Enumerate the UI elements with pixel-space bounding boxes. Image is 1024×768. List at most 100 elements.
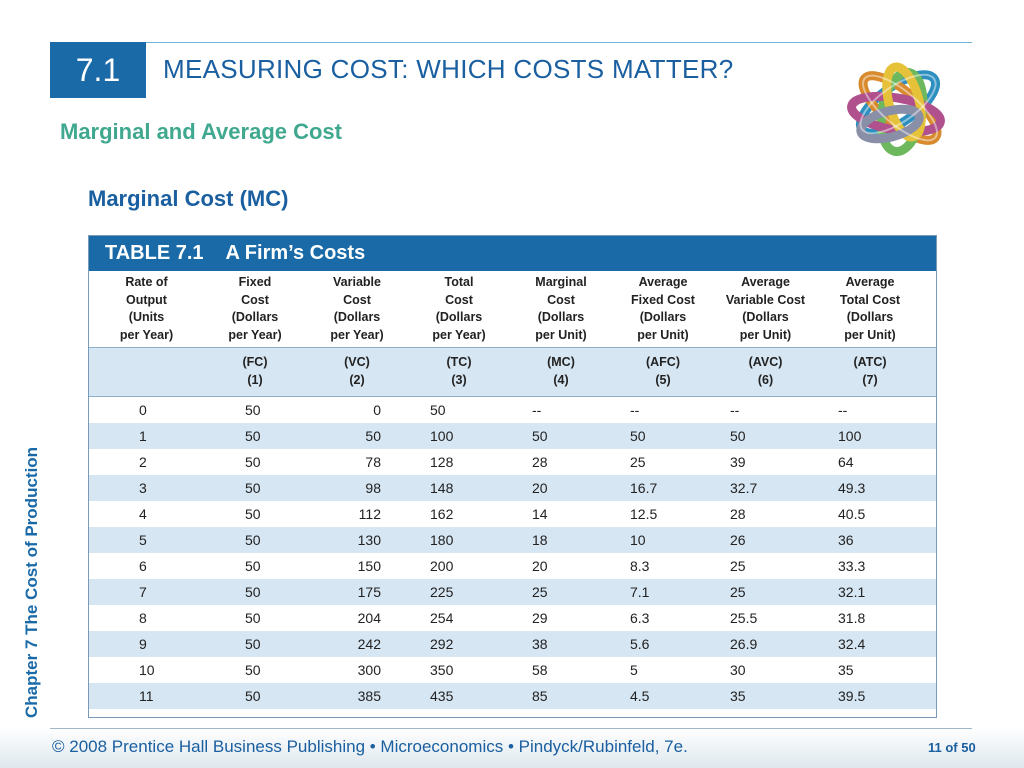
table-cell: 50 <box>245 480 261 496</box>
column-symbol: (FC) (1) <box>242 355 268 387</box>
table-cell: 50 <box>245 402 261 418</box>
table-cell: 50 <box>245 688 261 704</box>
table-row: 3 50 98 148 20 16.7 32.7 49.3 <box>89 475 936 501</box>
table-cell: 50 <box>365 428 381 444</box>
table-cell: 31.8 <box>838 610 866 626</box>
table-cell: 8.3 <box>630 558 650 574</box>
slide-title: MEASURING COST: WHICH COSTS MATTER? <box>163 54 734 84</box>
footer-divider-line <box>50 728 972 729</box>
table-cell: 50 <box>245 506 261 522</box>
column-symbol: (ATC) (7) <box>853 355 887 387</box>
table-cell: 435 <box>430 688 454 704</box>
table-cell: 4.5 <box>630 688 650 704</box>
table-cell: 35 <box>838 662 854 678</box>
table-cell: 49.3 <box>838 480 866 496</box>
firm-costs-table: TABLE 7.1 A Firm’s Costs Rate of Output … <box>88 235 937 718</box>
table-cell: 128 <box>430 454 454 470</box>
table-header-row: Rate of Output (Units per Year) Fixed Co… <box>89 271 936 348</box>
table-cell: -- <box>730 402 740 418</box>
table-cell: 28 <box>532 454 548 470</box>
table-cell: 64 <box>838 454 854 470</box>
column-header: Variable Cost (Dollars per Year) <box>330 275 384 342</box>
column-symbol: (TC) (3) <box>446 355 472 387</box>
column-symbol: (MC) (4) <box>547 355 575 387</box>
table-cell: 3 <box>139 480 147 496</box>
table-cell: 150 <box>357 558 381 574</box>
table-cell: 50 <box>245 610 261 626</box>
column-symbol: (VC) (2) <box>344 355 370 387</box>
table-cell: 162 <box>430 506 454 522</box>
table-cell: 148 <box>430 480 454 496</box>
footer-bar <box>0 727 1024 768</box>
table-cell: 100 <box>838 428 862 444</box>
table-body: 0 50 0 50 -- -- -- -- 1 50 50 100 50 50 50 100 2 50 78 128 2… <box>89 397 936 709</box>
table-cell: 5 <box>630 662 638 678</box>
table-cell: 26 <box>730 532 746 548</box>
table-cell: 50 <box>245 532 261 548</box>
column-symbol: (AVC) (6) <box>748 355 783 387</box>
column-header: Average Variable Cost (Dollars per Unit) <box>725 275 806 342</box>
table-cell: 200 <box>430 558 454 574</box>
table-caption-text: A Firm’s Costs <box>225 242 366 264</box>
table-cell: 12.5 <box>630 506 658 522</box>
table-cell: 36 <box>838 532 854 548</box>
column-header: Average Total Cost (Dollars per Unit) <box>839 275 901 342</box>
table-row: 0 50 0 50 -- -- -- -- <box>89 397 936 423</box>
table-cell: 350 <box>430 662 454 678</box>
table-cell: 242 <box>357 636 381 652</box>
table-cell: 50 <box>245 584 261 600</box>
table-cell: 32.4 <box>838 636 866 652</box>
table-cell: 175 <box>357 584 381 600</box>
table-row: 7 50 175 225 25 7.1 25 32.1 <box>89 579 936 605</box>
table-cell: 25 <box>630 454 646 470</box>
table-cell: 0 <box>139 402 147 418</box>
table-cell: 50 <box>245 662 261 678</box>
table-cell: 10 <box>139 662 155 678</box>
table-cell: 28 <box>730 506 746 522</box>
table-row: 8 50 204 254 29 6.3 25.5 31.8 <box>89 605 936 631</box>
top-divider-line <box>50 42 972 43</box>
table-cell: 50 <box>730 428 746 444</box>
table-cell: 78 <box>365 454 381 470</box>
table-cell: 6.3 <box>630 610 650 626</box>
table-cell: 35 <box>730 688 746 704</box>
table-cell: 14 <box>532 506 548 522</box>
table-number: TABLE 7.1 <box>105 242 204 264</box>
column-header: Marginal Cost (Dollars per Unit) <box>535 275 587 342</box>
table-cell: 225 <box>430 584 454 600</box>
table-cell: -- <box>532 402 542 418</box>
table-cell: 292 <box>430 636 454 652</box>
section-heading: Marginal Cost (MC) <box>88 186 289 211</box>
table-cell: 50 <box>245 636 261 652</box>
table-cell: 38 <box>532 636 548 652</box>
table-cell: 6 <box>139 558 147 574</box>
table-cell: 8 <box>139 610 147 626</box>
table-cell: 20 <box>532 558 548 574</box>
table-cell: 180 <box>430 532 454 548</box>
page-number: 11 of 50 <box>928 740 976 755</box>
table-cell: 5 <box>139 532 147 548</box>
table-cell: 16.7 <box>630 480 658 496</box>
table-cell: 25 <box>730 558 746 574</box>
table-cell: 4 <box>139 506 147 522</box>
table-cell: 39 <box>730 454 746 470</box>
column-header: Fixed Cost (Dollars per Year) <box>228 275 282 342</box>
table-cell: 2 <box>139 454 147 470</box>
table-cell: 98 <box>365 480 381 496</box>
table-cell: 39.5 <box>838 688 866 704</box>
table-cell: 112 <box>358 506 381 522</box>
table-cell: 300 <box>357 662 381 678</box>
table-cell: 130 <box>357 532 381 548</box>
table-row: 10 50 300 350 58 5 30 35 <box>89 657 936 683</box>
table-cell: 25 <box>532 584 548 600</box>
section-number-badge: 7.1 <box>50 42 146 98</box>
table-cell: 29 <box>532 610 548 626</box>
table-cell: -- <box>838 402 848 418</box>
table-cell: 10 <box>630 532 646 548</box>
table-caption: TABLE 7.1 A Firm’s Costs <box>89 236 936 271</box>
table-cell: 33.3 <box>838 558 866 574</box>
table-symbol-row: (FC) (1) (VC) (2) (TC) (3) (MC) (4) (AFC… <box>89 348 936 397</box>
table-cell: 5.6 <box>630 636 650 652</box>
table-cell: 204 <box>357 610 381 626</box>
table-cell: 100 <box>430 428 454 444</box>
